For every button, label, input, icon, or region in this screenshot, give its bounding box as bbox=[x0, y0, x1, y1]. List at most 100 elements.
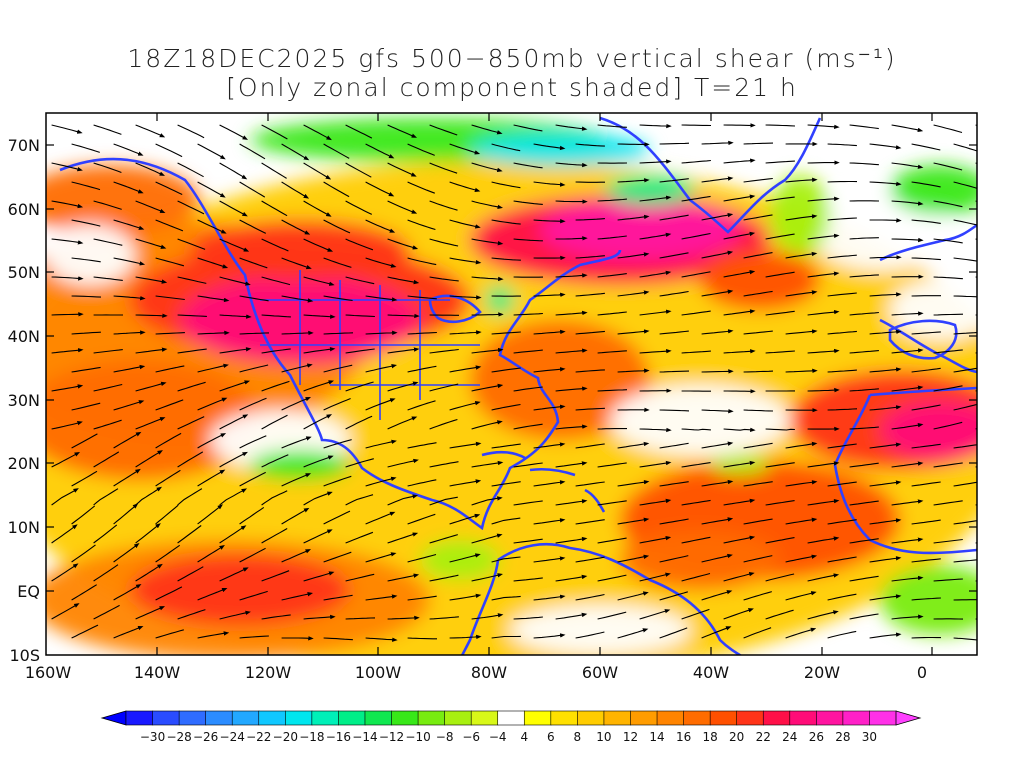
shear-shade-patch bbox=[890, 280, 977, 340]
streamline bbox=[743, 555, 773, 563]
streamline bbox=[261, 162, 287, 179]
shear-shade-patch bbox=[46, 360, 260, 480]
streamline bbox=[933, 421, 963, 430]
streamline bbox=[827, 630, 857, 639]
colorbar-swatch bbox=[577, 710, 605, 726]
streamline bbox=[975, 200, 977, 202]
streamline bbox=[323, 475, 352, 487]
lat-label: 40N bbox=[8, 327, 40, 346]
streamline bbox=[659, 518, 689, 525]
streamline bbox=[681, 310, 711, 316]
streamline bbox=[261, 200, 288, 217]
shear-shade-patch bbox=[880, 565, 977, 635]
streamline bbox=[239, 547, 266, 563]
chart-title-line-2: [Only zonal component shaded] T=21 h bbox=[226, 73, 798, 102]
streamline bbox=[785, 480, 818, 487]
shear-shade-patch bbox=[46, 225, 135, 285]
streamline bbox=[953, 295, 977, 298]
streamline bbox=[449, 181, 481, 193]
streamline bbox=[617, 178, 650, 183]
streamline bbox=[891, 162, 924, 169]
streamline bbox=[135, 417, 166, 430]
streamline bbox=[365, 476, 397, 487]
streamline bbox=[743, 370, 774, 373]
streamline bbox=[239, 257, 268, 269]
streamline bbox=[323, 439, 352, 449]
colorbar-tick-label: 24 bbox=[782, 730, 797, 744]
streamline bbox=[765, 573, 795, 582]
streamline bbox=[555, 612, 588, 620]
streamline bbox=[807, 124, 840, 129]
streamline bbox=[219, 124, 249, 140]
streamline bbox=[765, 196, 795, 202]
streamline bbox=[849, 575, 879, 582]
streamline bbox=[303, 314, 336, 319]
streamline bbox=[785, 441, 818, 449]
colorbar-swatch bbox=[205, 710, 233, 726]
streamline bbox=[407, 181, 435, 194]
streamline bbox=[933, 349, 963, 354]
streamline bbox=[533, 181, 566, 187]
colorbar-swatch bbox=[630, 710, 658, 726]
streamline bbox=[849, 613, 879, 620]
streamline bbox=[345, 314, 375, 318]
shear-shade-patch bbox=[470, 320, 650, 440]
streamline bbox=[639, 270, 672, 278]
streamline bbox=[177, 238, 206, 250]
streamline bbox=[681, 428, 711, 431]
streamline bbox=[135, 347, 168, 354]
streamline bbox=[429, 238, 459, 247]
streamline bbox=[807, 610, 839, 620]
streamline bbox=[869, 405, 902, 411]
streamline bbox=[597, 273, 627, 278]
streamline bbox=[953, 257, 977, 262]
streamline bbox=[891, 124, 924, 133]
colorbar-tick-label: −14 bbox=[352, 730, 377, 744]
streamline bbox=[659, 555, 689, 563]
streamline bbox=[765, 609, 794, 620]
streamline bbox=[597, 537, 627, 544]
streamline bbox=[177, 451, 204, 468]
colorbar-swatch bbox=[391, 710, 419, 726]
streamline bbox=[975, 580, 977, 582]
streamline bbox=[827, 217, 857, 221]
streamline bbox=[93, 383, 123, 392]
streamline bbox=[513, 162, 543, 169]
shear-shade-patch bbox=[620, 530, 780, 590]
colorbar-labels: −30 −28 −26 −24 −22 −20 −18 −16 −14 −12 −10 −8 −6 −4 4… bbox=[140, 730, 877, 744]
streamline bbox=[659, 627, 688, 639]
streamline bbox=[219, 451, 248, 468]
streamline bbox=[891, 461, 924, 468]
streamline bbox=[51, 276, 84, 281]
great-lakes-outline bbox=[428, 294, 482, 324]
streamline bbox=[449, 330, 482, 335]
streamline bbox=[281, 473, 312, 487]
colorbar-swatch bbox=[178, 710, 207, 726]
us-state-lines bbox=[260, 270, 480, 420]
colorbar-tick-label: 28 bbox=[835, 730, 850, 744]
streamline bbox=[177, 348, 207, 354]
lat-label: 20N bbox=[8, 454, 40, 473]
colorbar-tick-label: −20 bbox=[273, 730, 298, 744]
streamline bbox=[113, 400, 145, 411]
streamline bbox=[807, 573, 840, 582]
streamline bbox=[849, 274, 879, 278]
streamline bbox=[975, 238, 977, 240]
streamline bbox=[723, 572, 755, 582]
colorbar-tick-label: −16 bbox=[326, 730, 351, 744]
streamline bbox=[471, 420, 503, 430]
streamline bbox=[785, 368, 818, 374]
streamline bbox=[135, 313, 168, 318]
streamline bbox=[51, 312, 84, 317]
streamline bbox=[849, 162, 879, 166]
streamline bbox=[555, 162, 588, 168]
streamline bbox=[239, 635, 269, 639]
streamline bbox=[387, 381, 419, 392]
streamline bbox=[639, 349, 672, 354]
streamline bbox=[681, 232, 711, 240]
streamline bbox=[155, 399, 184, 411]
streamline bbox=[639, 195, 672, 202]
streamline bbox=[93, 349, 123, 354]
streamline bbox=[261, 314, 291, 318]
colorbar-tick-label: −26 bbox=[193, 730, 218, 744]
